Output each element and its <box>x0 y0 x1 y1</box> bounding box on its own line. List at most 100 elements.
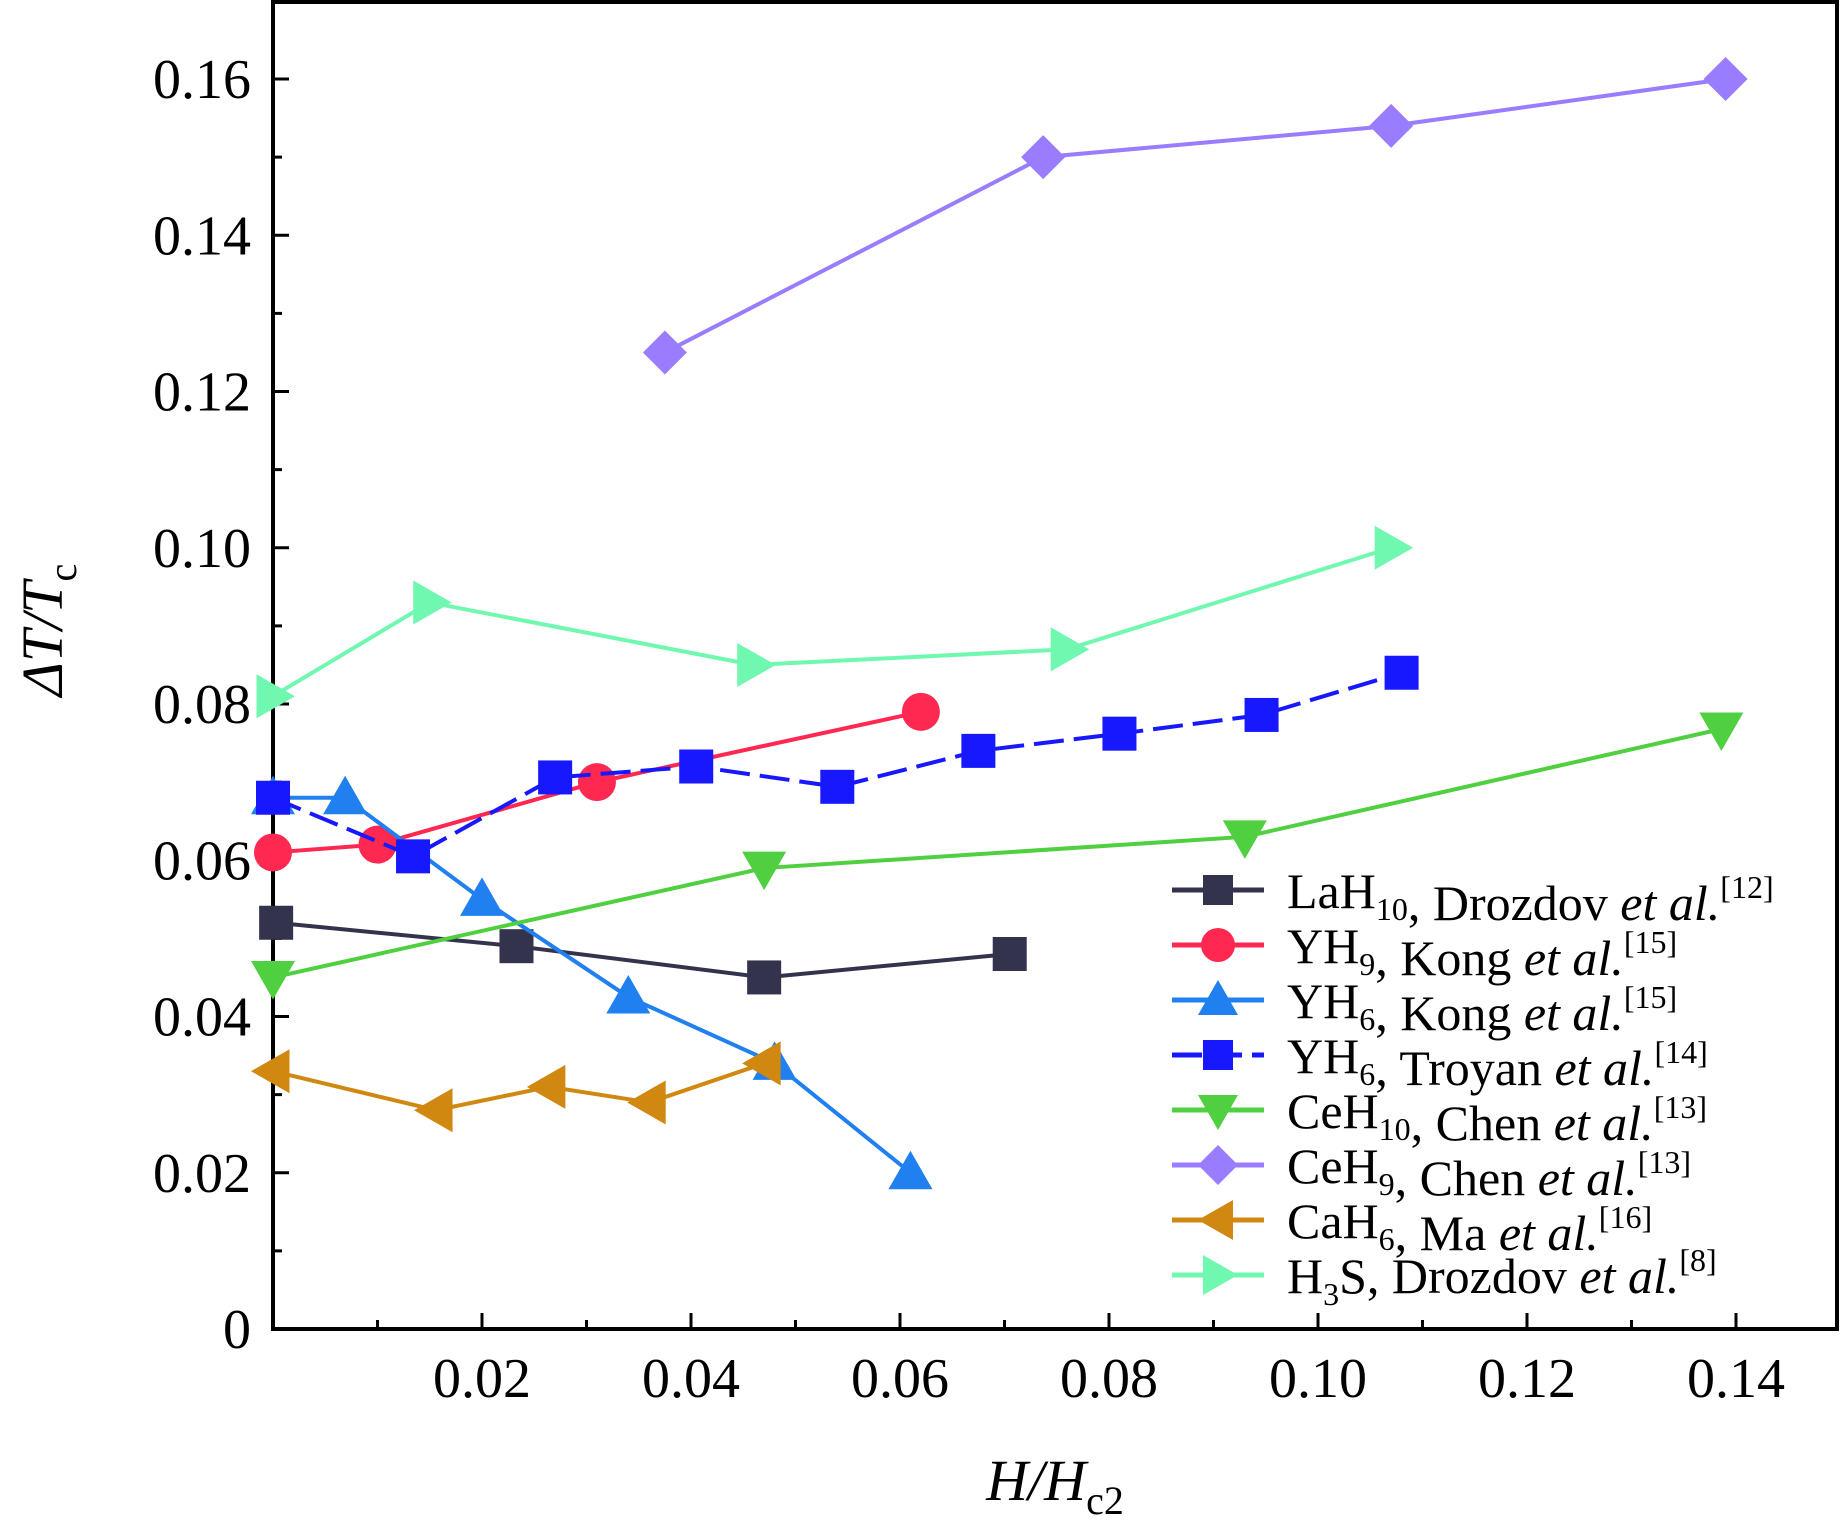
marker-triangle-right <box>1203 1255 1238 1295</box>
legend-label: YH6, Kong et al.[15] <box>1287 973 1677 1041</box>
series-line <box>272 670 1403 859</box>
marker-square <box>1102 716 1137 751</box>
marker-diamond <box>1198 1145 1238 1185</box>
y-tick-label: 0.16 <box>153 49 251 111</box>
marker-triangle-left <box>526 1064 566 1109</box>
legend-item: CeH9, Chen et al.[13] <box>1172 1138 1691 1206</box>
series-line <box>272 709 922 855</box>
x-tick-label: 0.06 <box>851 1348 949 1410</box>
legend-label: LaH10, Drozdov et al.[12] <box>1287 863 1774 931</box>
marker-square <box>259 905 294 940</box>
x-tick-label: 0.10 <box>1269 1348 1367 1410</box>
legend-item: YH6, Troyan et al.[14] <box>1172 1028 1708 1096</box>
legend-label-ref: [15] <box>1624 924 1677 960</box>
y-axis-label-main: ΔT/T <box>10 578 75 698</box>
marker-triangle-up <box>606 974 651 1014</box>
legend-label-pre: YH <box>1287 918 1359 974</box>
marker-square <box>538 760 573 795</box>
marker-triangle-down <box>1198 1095 1238 1130</box>
marker-triangle-down <box>251 960 295 1000</box>
marker-triangle-left <box>414 1088 453 1133</box>
legend-label-author: , Chen <box>1395 1150 1538 1206</box>
legend-label-post: S <box>1339 1248 1367 1304</box>
marker-square <box>1384 655 1419 690</box>
legend-label-author: , Kong <box>1375 930 1524 986</box>
legend-label-pre: YH <box>1287 1028 1359 1084</box>
x-tick-label: 0.14 <box>1687 1348 1785 1410</box>
x-tick-label: 0.12 <box>1478 1348 1576 1410</box>
y-tick-label: 0.14 <box>153 205 251 267</box>
legend-label: YH6, Troyan et al.[14] <box>1287 1028 1708 1096</box>
legend-label-pre: LaH <box>1287 863 1376 919</box>
series-line <box>663 77 1726 355</box>
series-yh6-3 <box>256 655 1419 874</box>
legend-label-sub: 10 <box>1379 1111 1411 1147</box>
legend-label-author: , Ma <box>1395 1205 1499 1261</box>
x-axis-label-main: H/H <box>985 1448 1089 1513</box>
legend-label-sub: 3 <box>1323 1276 1339 1312</box>
marker-circle <box>1201 928 1235 962</box>
marker-circle <box>901 692 940 731</box>
marker-triangle-up <box>1198 980 1238 1015</box>
legend-item: CaH6, Ma et al.[16] <box>1172 1193 1652 1261</box>
x-tick-label: 0.08 <box>1060 1348 1158 1410</box>
marker-triangle-up <box>460 877 504 916</box>
legend-label-ref: [8] <box>1679 1242 1716 1278</box>
marker-square <box>499 929 534 964</box>
marker-triangle-left <box>251 1049 290 1094</box>
marker-triangle-up <box>323 775 368 815</box>
legend-label-pre: H <box>1287 1248 1323 1304</box>
marker-triangle-up <box>888 1150 933 1190</box>
legend-label-etal: et al. <box>1554 1040 1654 1096</box>
y-tick-label: 0.04 <box>153 987 251 1049</box>
series-yh6-2 <box>251 775 933 1190</box>
marker-diamond <box>1021 135 1066 180</box>
marker-square <box>961 733 996 768</box>
legend-label-pre: CeH <box>1287 1138 1379 1194</box>
legend-label-ref: [12] <box>1720 869 1773 905</box>
y-tick-label: 0.12 <box>153 362 251 424</box>
legend-label-ref: [16] <box>1599 1199 1652 1235</box>
legend-label-etal: et al. <box>1620 875 1720 931</box>
y-tick-label: 0.02 <box>153 1143 251 1205</box>
x-axis-label: H/Hc2 <box>985 1448 1124 1523</box>
x-axis-label-sub: c2 <box>1086 1478 1124 1523</box>
legend-label-sub: 10 <box>1376 891 1408 927</box>
y-axis-label: ΔT/Tc <box>10 564 85 698</box>
axis-ticks: 0.02 0.04 0.06 0.08 0.10 0.12 0.14 0 0.02 0.04 0.0… <box>153 0 1785 1410</box>
series-cah6-6 <box>251 1041 781 1133</box>
legend-label-sub: 6 <box>1379 1221 1395 1257</box>
marker-circle <box>577 763 616 802</box>
legend-item: LaH10, Drozdov et al.[12] <box>1172 863 1774 931</box>
marker-square <box>1203 875 1233 905</box>
legend-label-sub: 6 <box>1359 1001 1375 1037</box>
series-yh9-1 <box>254 692 940 872</box>
y-axis-label-sub: c <box>40 564 85 582</box>
series-line <box>272 1061 765 1113</box>
legend-item: H3S, Drozdov et al.[8] <box>1172 1242 1717 1312</box>
marker-square <box>256 780 290 815</box>
marker-triangle-right <box>413 580 452 625</box>
series-line <box>271 545 1392 698</box>
x-tick-label: 0.04 <box>642 1348 740 1410</box>
legend-label: CaH6, Ma et al.[16] <box>1287 1193 1652 1261</box>
plot-frame <box>271 0 1839 1331</box>
legend-label-sub: 6 <box>1359 1056 1375 1092</box>
marker-triangle-left <box>1198 1200 1233 1240</box>
series-ceh9-5 <box>642 57 1748 375</box>
legend-label-pre: CeH <box>1287 1083 1379 1139</box>
legend-label-etal: et al. <box>1524 930 1624 986</box>
series-line <box>275 920 1010 980</box>
legend-label-ref: [13] <box>1638 1144 1691 1180</box>
legend-label: CeH9, Chen et al.[13] <box>1287 1138 1691 1206</box>
marker-triangle-left <box>627 1080 666 1125</box>
legend-label-ref: [15] <box>1624 979 1677 1015</box>
marker-square <box>1244 697 1279 732</box>
y-tick-label: 0.10 <box>153 518 251 580</box>
marker-triangle-down <box>1222 820 1267 859</box>
marker-square <box>679 749 714 784</box>
legend-label-ref: [14] <box>1654 1034 1707 1070</box>
legend-label-sub: 9 <box>1379 1166 1395 1202</box>
marker-square <box>1203 1040 1233 1070</box>
